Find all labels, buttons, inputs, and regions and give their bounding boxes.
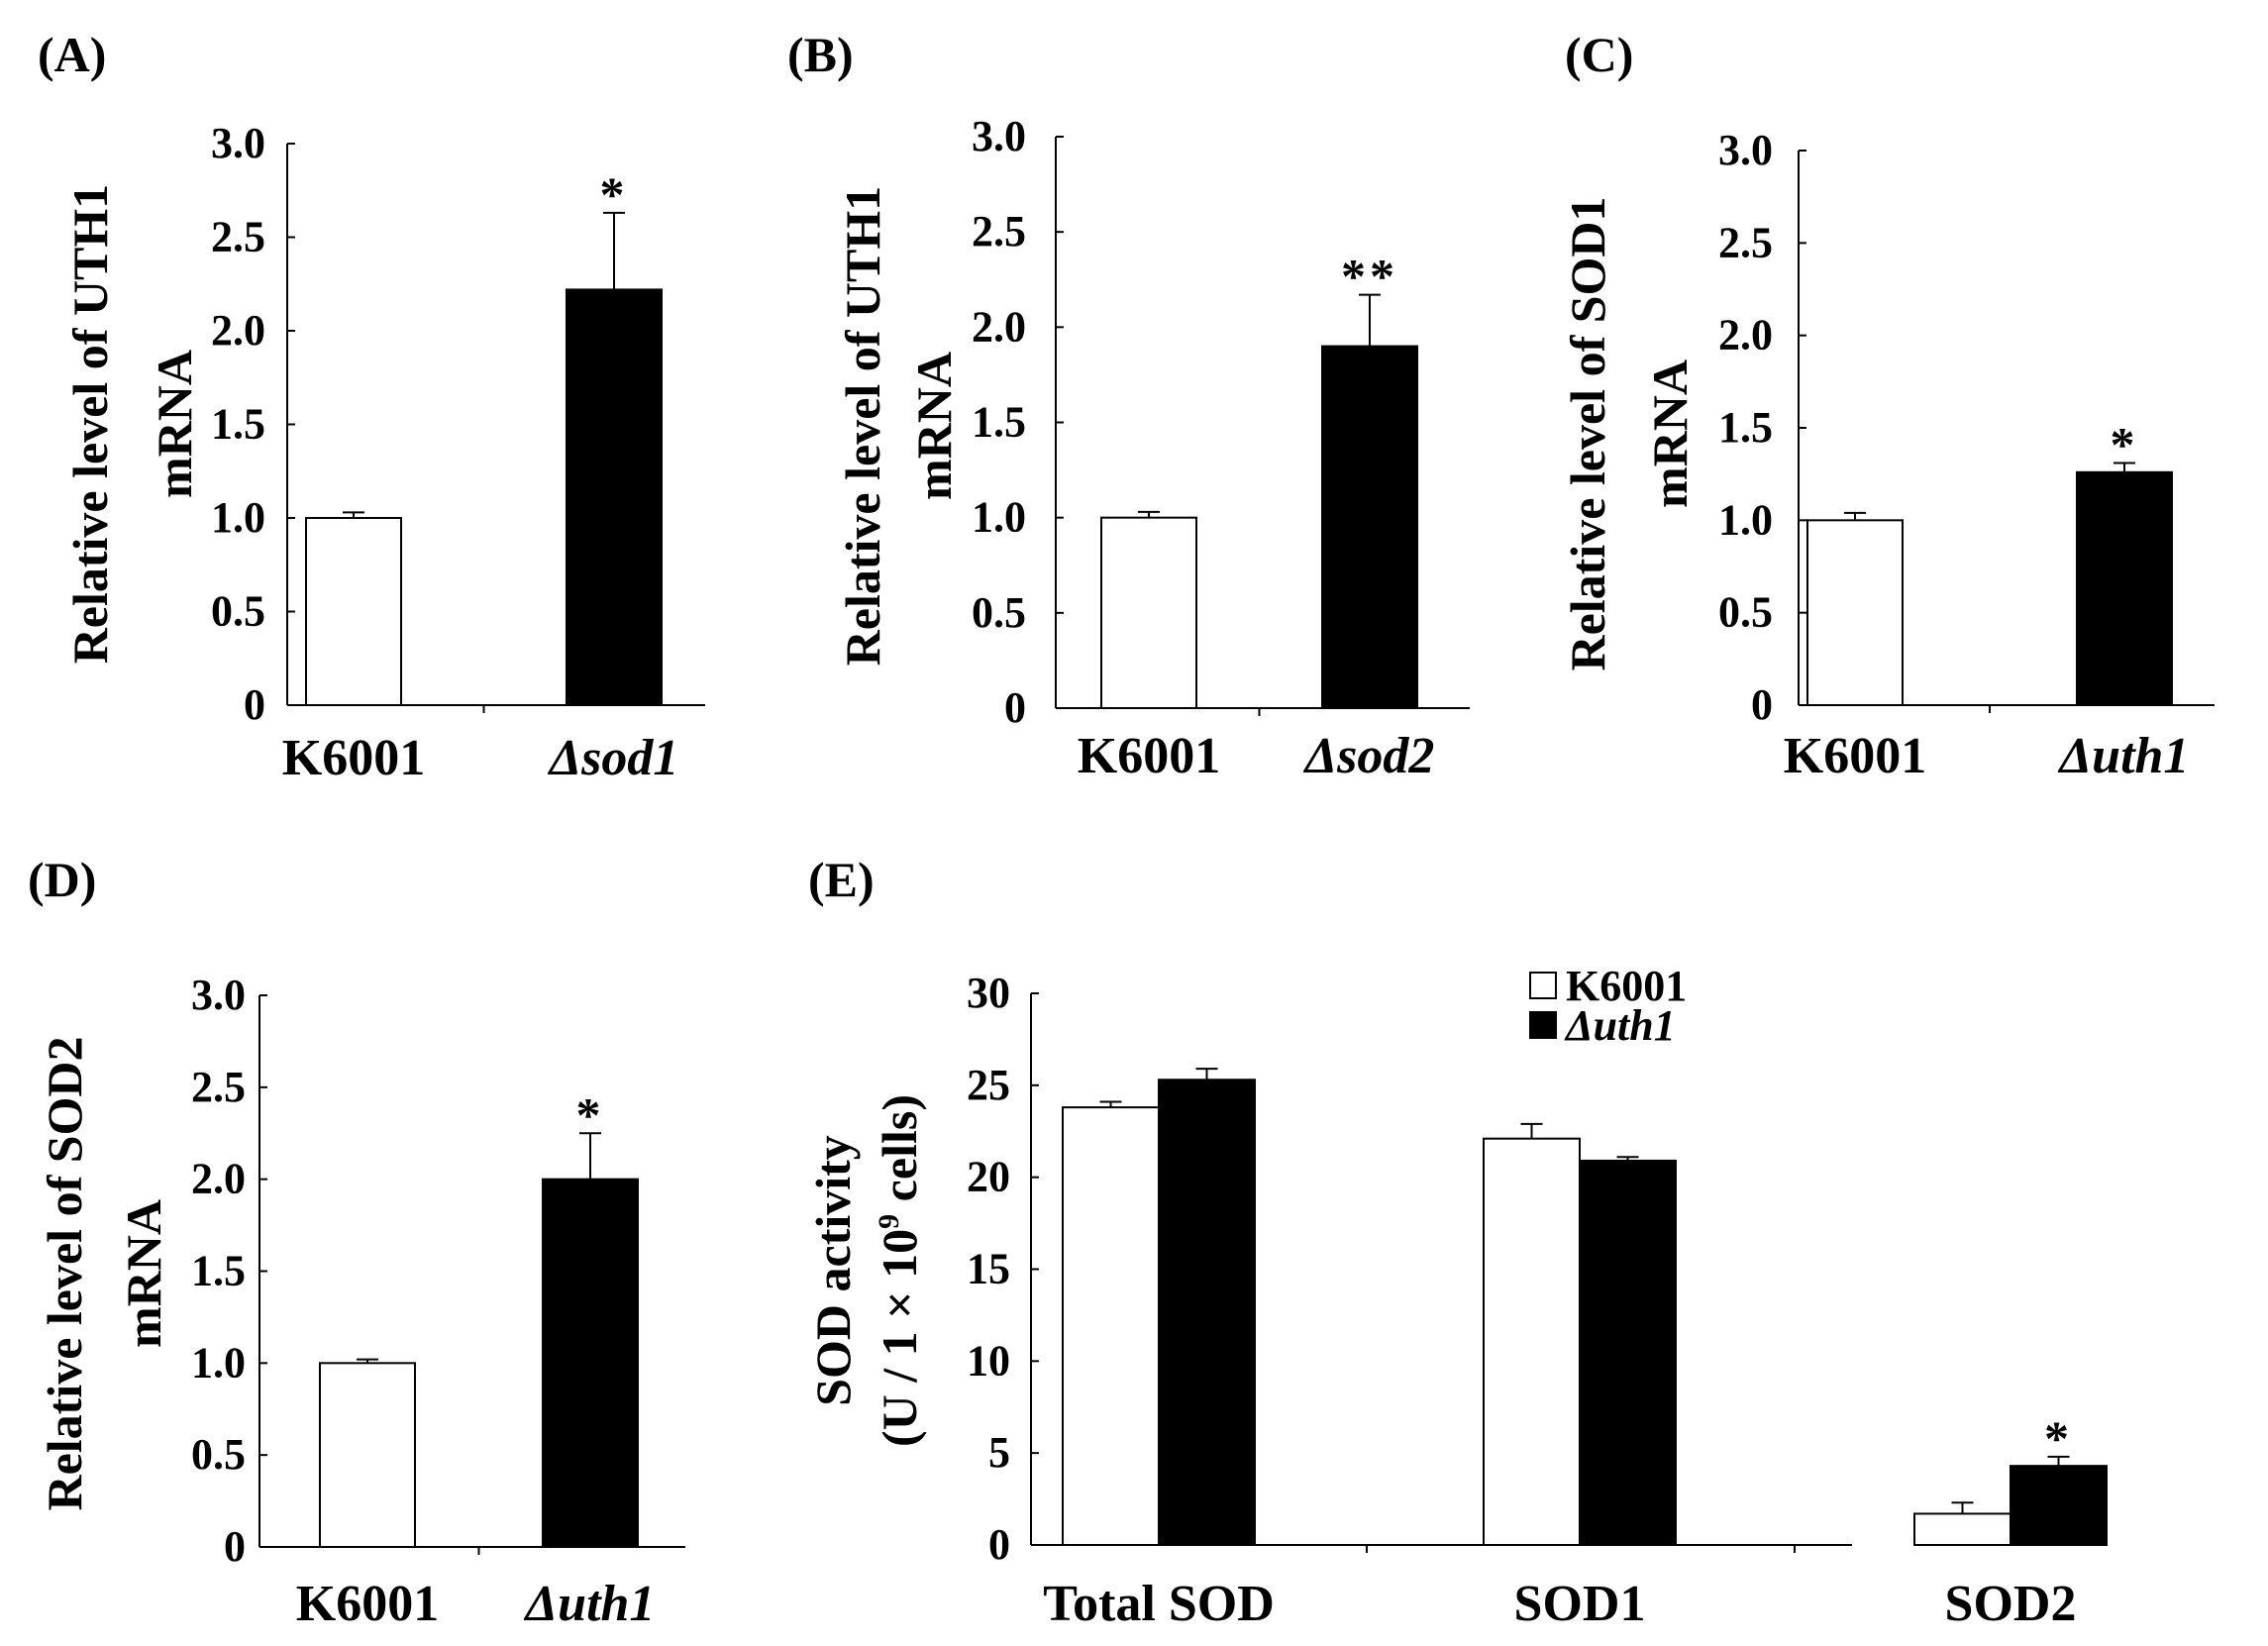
- y-axis-label-line1: Relative level of SOD2: [37, 1036, 92, 1510]
- bar-1: [542, 1178, 639, 1548]
- y-tick-label: 1.5: [972, 398, 1026, 447]
- bar-0: [319, 1362, 416, 1549]
- x-category-label: Δsod1: [548, 730, 679, 786]
- y-tick-label: 1.5: [211, 400, 265, 449]
- y-tick-label: 0: [224, 1522, 246, 1571]
- x-category-label: SOD2: [1945, 1576, 2077, 1632]
- y-tick-label: 0: [1751, 680, 1773, 729]
- x-category-label-text: Δuth1: [524, 1576, 656, 1632]
- y-tick-label: 10: [967, 1336, 1010, 1385]
- y-tick-label: 0.5: [1718, 588, 1773, 637]
- legend-label: Δuth1: [1564, 1001, 1676, 1050]
- panel-label: (E): [808, 852, 875, 907]
- x-category-label: K6001: [1784, 728, 1926, 784]
- legend-label: K6001: [1566, 962, 1687, 1010]
- y-tick-label: 2.0: [191, 1155, 246, 1203]
- y-tick-label: 2.5: [211, 213, 265, 261]
- bar-ffffff-0: [1062, 1106, 1160, 1546]
- y-axis-label-line1: SOD activity: [805, 1135, 861, 1406]
- y-tick-label: 0.5: [191, 1430, 246, 1479]
- y-tick-label: 15: [967, 1245, 1010, 1293]
- x-category-label: K6001: [282, 730, 425, 786]
- y-tick-label: 0: [244, 680, 265, 729]
- y-axis-label-suffix: cells): [872, 1094, 927, 1214]
- panel-e: (E) 0 5 10 15 20 25 30 SOD activity (U / 1 × 109 …: [805, 852, 2108, 1632]
- y-tick-label: 5: [988, 1428, 1010, 1477]
- y-tick-label: 1.0: [191, 1338, 246, 1387]
- y-tick-label: 0: [1004, 683, 1026, 732]
- y-tick-label: 20: [967, 1153, 1010, 1201]
- y-axis-label-sup: 9: [873, 1214, 905, 1229]
- bar-0: [1806, 519, 1904, 706]
- y-tick-label: 2.5: [972, 207, 1026, 256]
- y-tick-label: 2.0: [1718, 311, 1773, 360]
- x-category-label-text: Δsod1: [548, 730, 679, 786]
- legend-swatch: [1529, 1011, 1557, 1039]
- x-category-label: K6001: [296, 1576, 439, 1632]
- y-tick-label: 25: [967, 1061, 1010, 1109]
- x-category-label: SOD1: [1514, 1576, 1646, 1632]
- y-tick-label: 3.0: [1718, 126, 1773, 174]
- y-axis-label-prefix: (U / 1 × 10: [872, 1229, 927, 1447]
- y-tick-label: 30: [967, 969, 1010, 1017]
- y-axis-label-line2: mRNA: [147, 350, 202, 498]
- bar-0: [1100, 516, 1197, 710]
- y-tick-label: 1.5: [1718, 403, 1773, 452]
- y-axis-label-line1: Relative level of UTH1: [62, 184, 118, 665]
- bar-1: [566, 288, 663, 706]
- bar-1: [2076, 470, 2173, 706]
- y-tick-label: 2.5: [1718, 218, 1773, 266]
- y-axis-label-line1: Relative level of UTH1: [835, 186, 890, 667]
- bar-1-significance: **: [1341, 249, 1398, 304]
- y-tick-label: 2.0: [972, 302, 1026, 351]
- x-category-label: Δsod2: [1303, 728, 1435, 784]
- bar-1: [1321, 345, 1418, 709]
- bar-ffffff-2: [1913, 1512, 2011, 1546]
- y-tick-label: 3.0: [972, 112, 1026, 160]
- y-tick-label: 0.5: [972, 588, 1026, 637]
- y-tick-label: 3.0: [191, 971, 246, 1019]
- y-tick-label: 2.0: [211, 306, 265, 355]
- y-tick-label: 1.0: [1718, 495, 1773, 544]
- panel-d: (D) 0 0.5 1.0 1.5 2.0 2.5 3.0 Relative level of …: [28, 852, 685, 1632]
- y-tick-label: 1.5: [191, 1247, 246, 1295]
- x-category-label-text: Δsod2: [1303, 728, 1435, 784]
- y-tick-label: 2.5: [191, 1063, 246, 1111]
- bar-000000-0: [1158, 1079, 1256, 1546]
- bar-000000-2: [2010, 1465, 2108, 1546]
- x-category-label: Δuth1: [524, 1576, 656, 1632]
- bar-000000-2-significance: *: [2044, 1410, 2073, 1466]
- y-axis-label-line2: (U / 1 × 109 cells): [872, 1094, 927, 1447]
- bar-1-significance: *: [600, 166, 629, 222]
- panel-b: (B) 0 0.5 1.0 1.5 2.0 2.5 3.0 Relative level of …: [787, 27, 1470, 784]
- panel-label: (A): [38, 27, 106, 82]
- x-category-label: K6001: [1078, 728, 1220, 784]
- y-axis-label-line1: Relative level of SOD1: [1560, 196, 1615, 670]
- bar-ffffff-1: [1483, 1137, 1581, 1546]
- bar-0: [305, 517, 402, 706]
- panel-c: (C) 0 0.5 1.0 1.5 2.0 2.5 3.0 Relative level of …: [1560, 27, 2215, 784]
- bar-1-significance: *: [2111, 416, 2139, 471]
- panel-label: (C): [1565, 27, 1633, 82]
- legend-swatch: [1529, 972, 1557, 999]
- bar-1-significance: *: [576, 1086, 605, 1142]
- panel-a: (A) 0 0.5 1.0 1.5 2.0 2.5 3.0 Relative level of …: [38, 27, 705, 786]
- x-category-label: Δuth1: [2058, 728, 2190, 784]
- panel-label: (B): [787, 27, 854, 82]
- y-axis-label-line2: mRNA: [906, 352, 962, 500]
- y-tick-label: 0: [988, 1520, 1010, 1569]
- x-category-label: Total SOD: [1043, 1576, 1275, 1632]
- panel-label: (D): [28, 852, 96, 907]
- bar-000000-1: [1579, 1159, 1677, 1546]
- y-tick-label: 1.0: [972, 493, 1026, 542]
- y-tick-label: 0.5: [211, 587, 265, 636]
- x-category-label-text: Δuth1: [2058, 728, 2190, 784]
- y-axis-label-line2: mRNA: [116, 1199, 171, 1348]
- y-tick-label: 1.0: [211, 493, 265, 542]
- y-tick-label: 3.0: [211, 119, 265, 167]
- y-axis-label-line2: mRNA: [1642, 360, 1698, 508]
